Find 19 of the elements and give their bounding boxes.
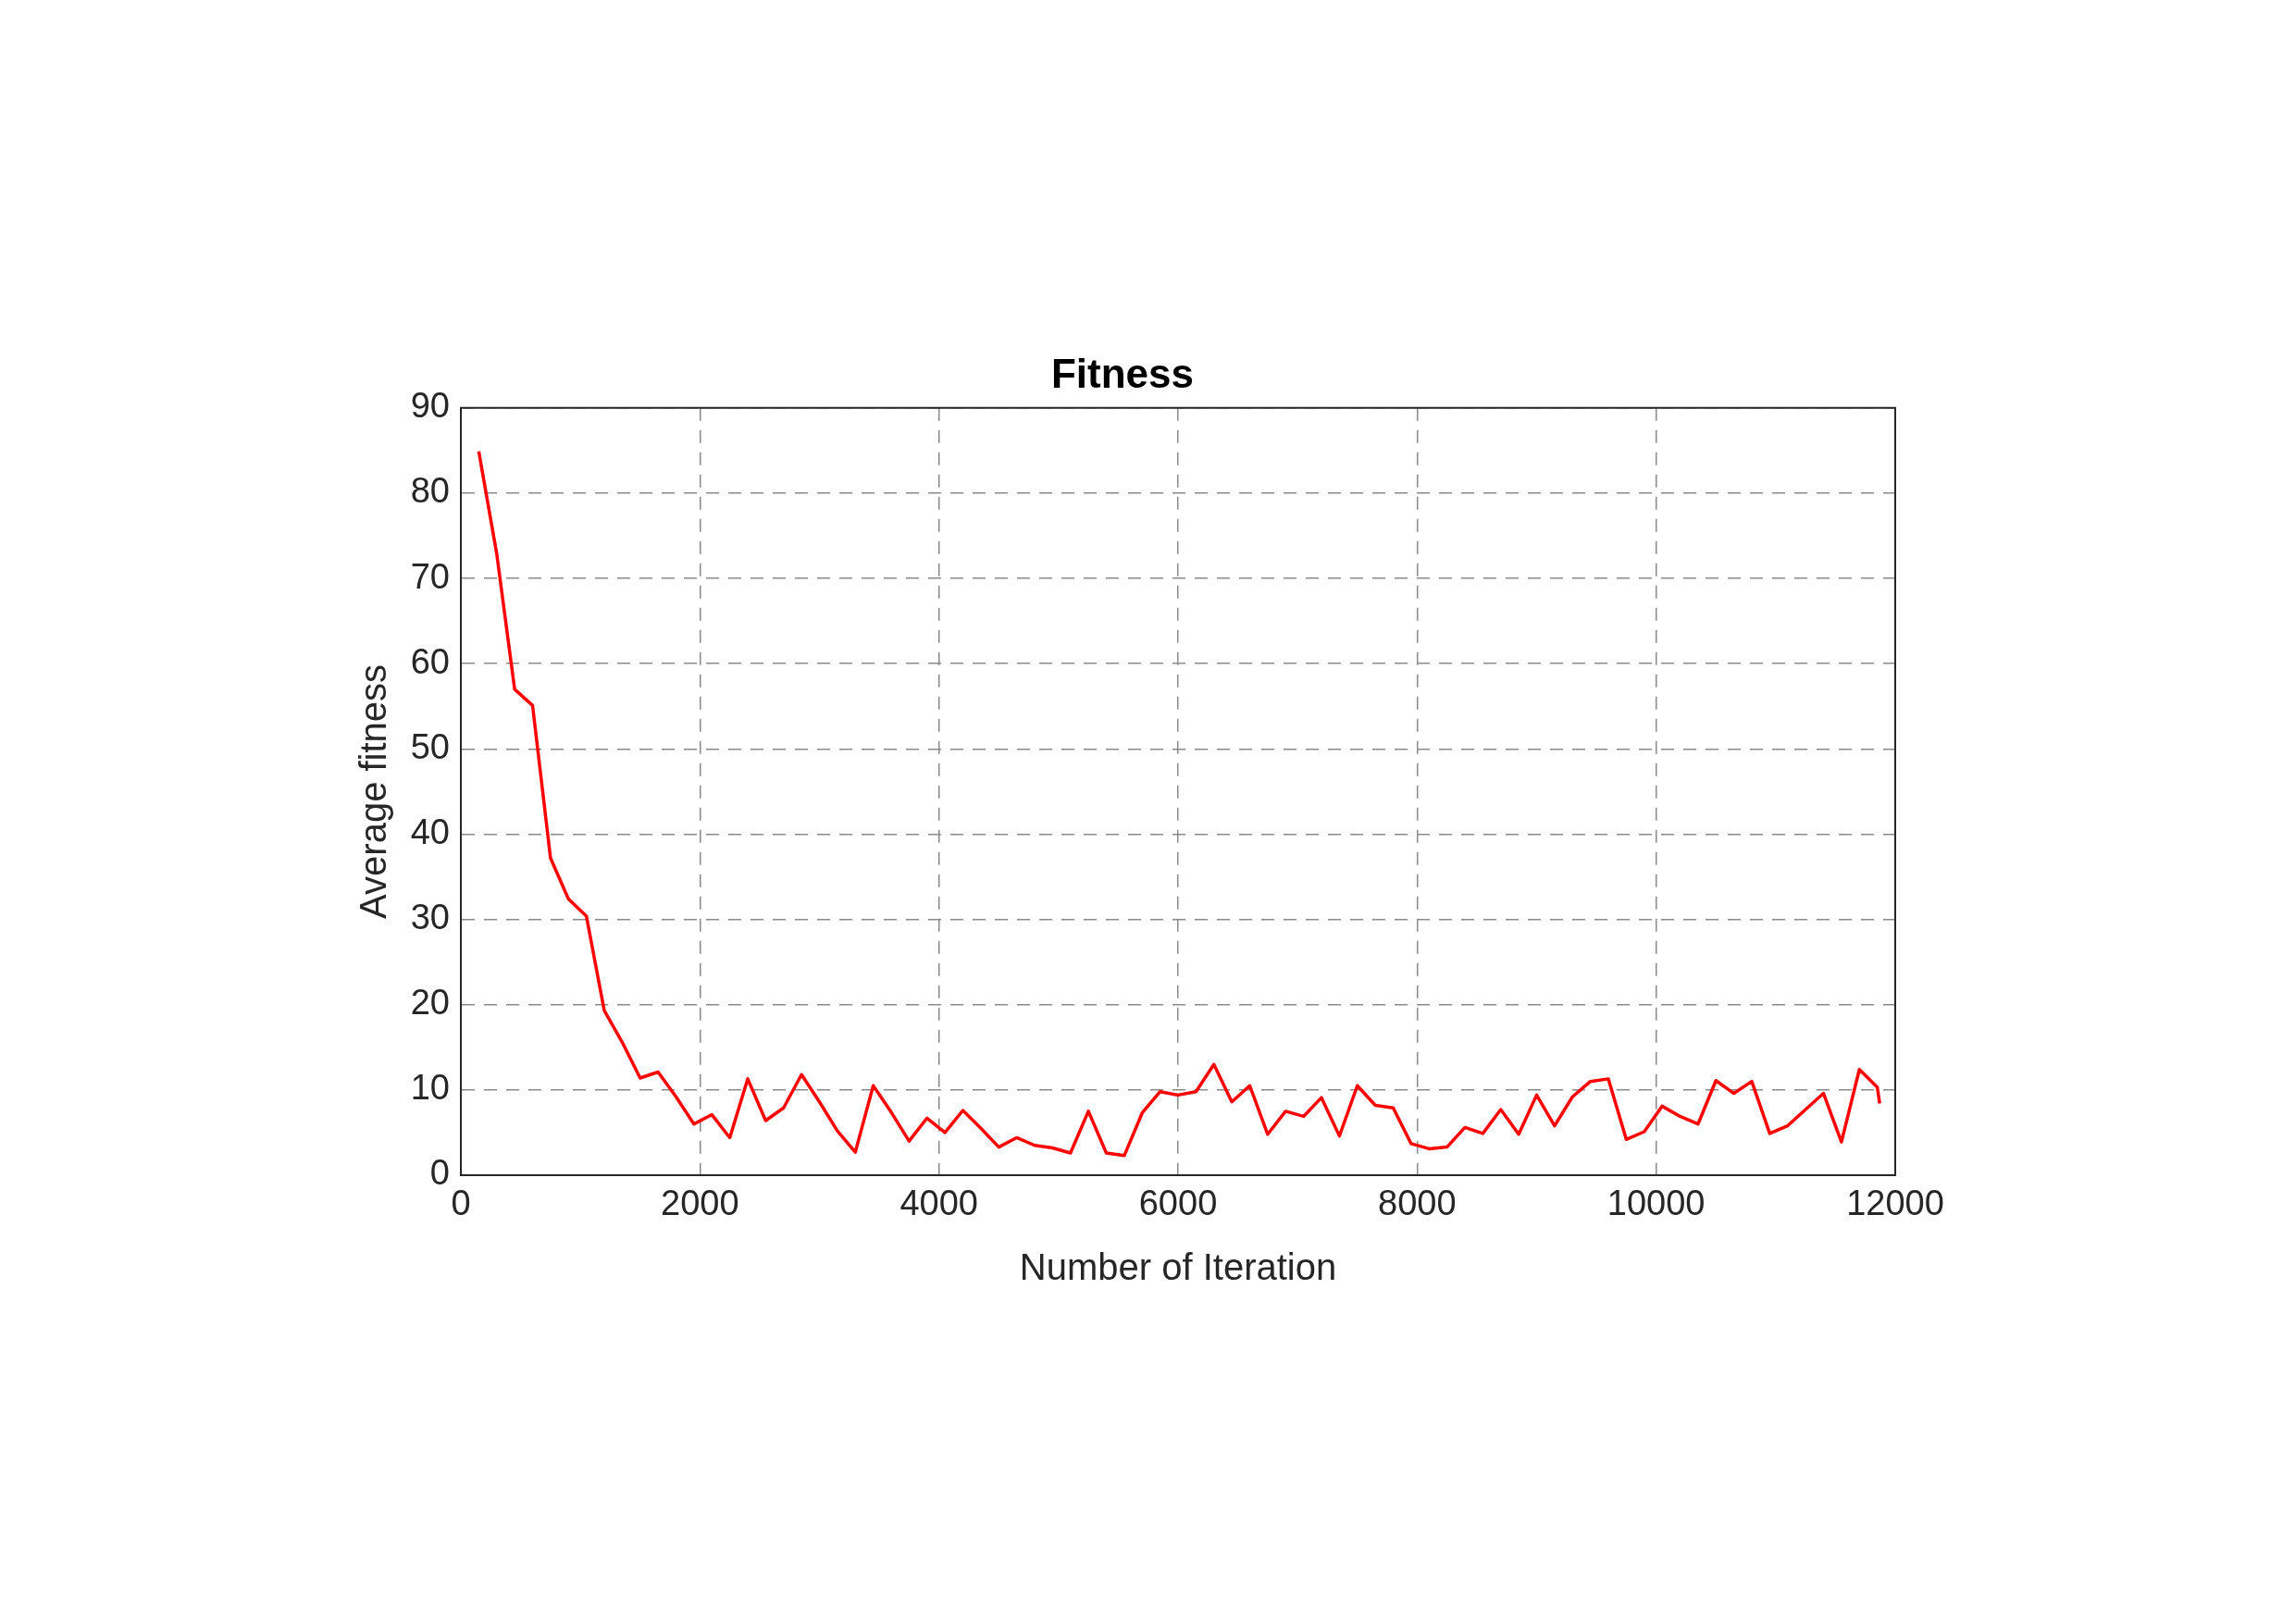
x-tick-label: 6000 (1138, 1184, 1218, 1223)
x-tick-label: 8000 (1378, 1184, 1457, 1223)
y-axis-title: Average fitness (353, 663, 394, 919)
y-tick-label: 0 (429, 1153, 450, 1193)
y-tick-label: 80 (410, 471, 450, 511)
y-tick-label: 70 (410, 556, 450, 596)
y-tick-label: 90 (410, 386, 450, 426)
y-tick-label: 50 (410, 726, 450, 766)
x-tick-label: 2000 (661, 1184, 739, 1223)
y-tick-label: 60 (410, 641, 450, 681)
x-tick-label: 12000 (1846, 1184, 1944, 1223)
y-tick-label: 30 (410, 898, 450, 937)
x-tick-label: 4000 (899, 1184, 978, 1223)
y-tick-label: 10 (410, 1068, 450, 1108)
y-tick-label: 40 (410, 812, 450, 851)
x-tick-label: 10000 (1606, 1184, 1706, 1223)
y-tick-label: 20 (410, 983, 450, 1023)
chart-title: Fitness (1050, 350, 1195, 396)
x-axis-title: Number of Iteration (1019, 1246, 1337, 1288)
